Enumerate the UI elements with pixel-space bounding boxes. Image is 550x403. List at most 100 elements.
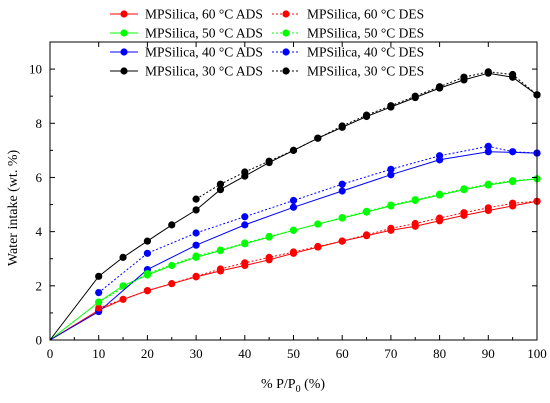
legend-entry: MPSilica, 40 °C ADS [110,45,263,60]
series-line [49,200,538,341]
legend: MPSilica, 60 °C ADS MPSilica, 50 °C ADS MP… [110,7,424,79]
data-point [192,241,200,249]
data-point [411,219,419,228]
data-point [143,287,151,295]
data-point [241,168,249,176]
x-axis-label-subscript: 0 [296,384,301,395]
data-point [460,73,468,81]
x-tick-label: 0 [47,346,54,361]
legend-label: MPSilica, 60 °C DES [307,7,424,22]
data-point [362,111,371,119]
legend-label: MPSilica, 60 °C ADS [145,7,263,22]
data-point [411,92,419,100]
plot-layer [49,68,541,341]
series-ads-0 [49,197,541,341]
data-point [484,180,492,188]
data-point [143,270,151,278]
x-tick-label: 50 [287,346,300,361]
x-tick-label: 80 [433,346,446,361]
data-point [95,298,103,306]
data-point [509,148,517,156]
data-point [289,248,298,256]
data-point [509,199,517,207]
legend-entry: MPSilica, 30 °C ADS [110,64,263,79]
data-point [265,253,273,261]
data-point [241,213,249,221]
data-point [216,265,225,273]
series-des-6 [95,142,541,297]
data-point [387,201,395,209]
data-point [241,259,249,267]
data-point [289,203,298,211]
data-point [241,221,249,229]
data-point [265,232,273,241]
y-tick-label: 10 [29,62,42,77]
data-point [436,190,444,198]
data-point [314,134,322,142]
data-point [216,186,225,194]
data-point [192,252,200,260]
data-point [168,221,176,229]
series-des-7 [192,68,541,203]
data-point [289,146,298,154]
data-point [460,209,468,217]
data-point [338,187,346,195]
x-axis-label-suffix: (%) [301,377,326,392]
data-point [95,272,103,280]
x-axis-label: % P/P0 (%) [261,377,325,395]
data-point [143,237,151,245]
series-line [49,151,538,341]
legend-label: MPSilica, 40 °C DES [307,45,424,60]
legend-entry: MPSilica, 50 °C DES [272,26,424,41]
data-point [338,237,346,245]
data-point [216,180,225,188]
legend-entry: MPSilica, 50 °C ADS [110,26,263,41]
legend-marker [282,67,290,75]
data-point [241,239,249,247]
legend-label: MPSilica, 30 °C ADS [145,64,263,79]
data-point [192,195,200,203]
data-point [387,224,395,232]
data-point [387,171,395,179]
y-tick-label: 6 [36,170,43,185]
x-tick-label: 20 [141,346,154,361]
x-tick-label: 10 [92,346,105,361]
legend-entry: MPSilica, 60 °C ADS [110,7,263,22]
legend-entry: MPSilica, 40 °C DES [272,45,424,60]
data-point [289,196,298,205]
data-point [314,220,322,228]
series-line [98,145,538,293]
x-axis-label-main: % P/P [261,377,296,392]
data-point [436,83,444,91]
y-axis-label: Water intake (wt. %) [6,150,21,267]
legend-label: MPSilica, 30 °C DES [307,64,424,79]
data-point [484,68,492,76]
x-tick-label: 30 [190,346,203,361]
data-point [460,185,468,193]
axes-layer: 0 10 20 30 40 50 60 70 80 90 100 0 2 4 6 8 10 [29,41,547,361]
legend-label: MPSilica, 50 °C ADS [145,26,263,41]
series-ads-2 [49,148,541,341]
data-point [338,122,346,130]
data-point [119,253,127,261]
data-point [192,206,200,214]
data-point [95,288,103,297]
series-line [49,72,538,341]
x-tick-label: 60 [336,346,349,361]
x-tick-label: 70 [384,346,397,361]
legend-marker [120,10,128,18]
x-tick-label: 90 [482,346,495,361]
legend-marker [282,48,290,56]
series-line [98,178,538,303]
legend-entry: MPSilica, 60 °C DES [272,7,424,22]
x-tick-label: 100 [527,346,547,361]
series-des-4 [95,197,541,312]
data-point [338,213,346,222]
data-point [119,282,127,290]
data-point [509,177,517,185]
data-point [484,204,492,212]
data-point [192,272,200,280]
series-line [98,200,538,309]
y-tick-label: 0 [36,333,43,348]
